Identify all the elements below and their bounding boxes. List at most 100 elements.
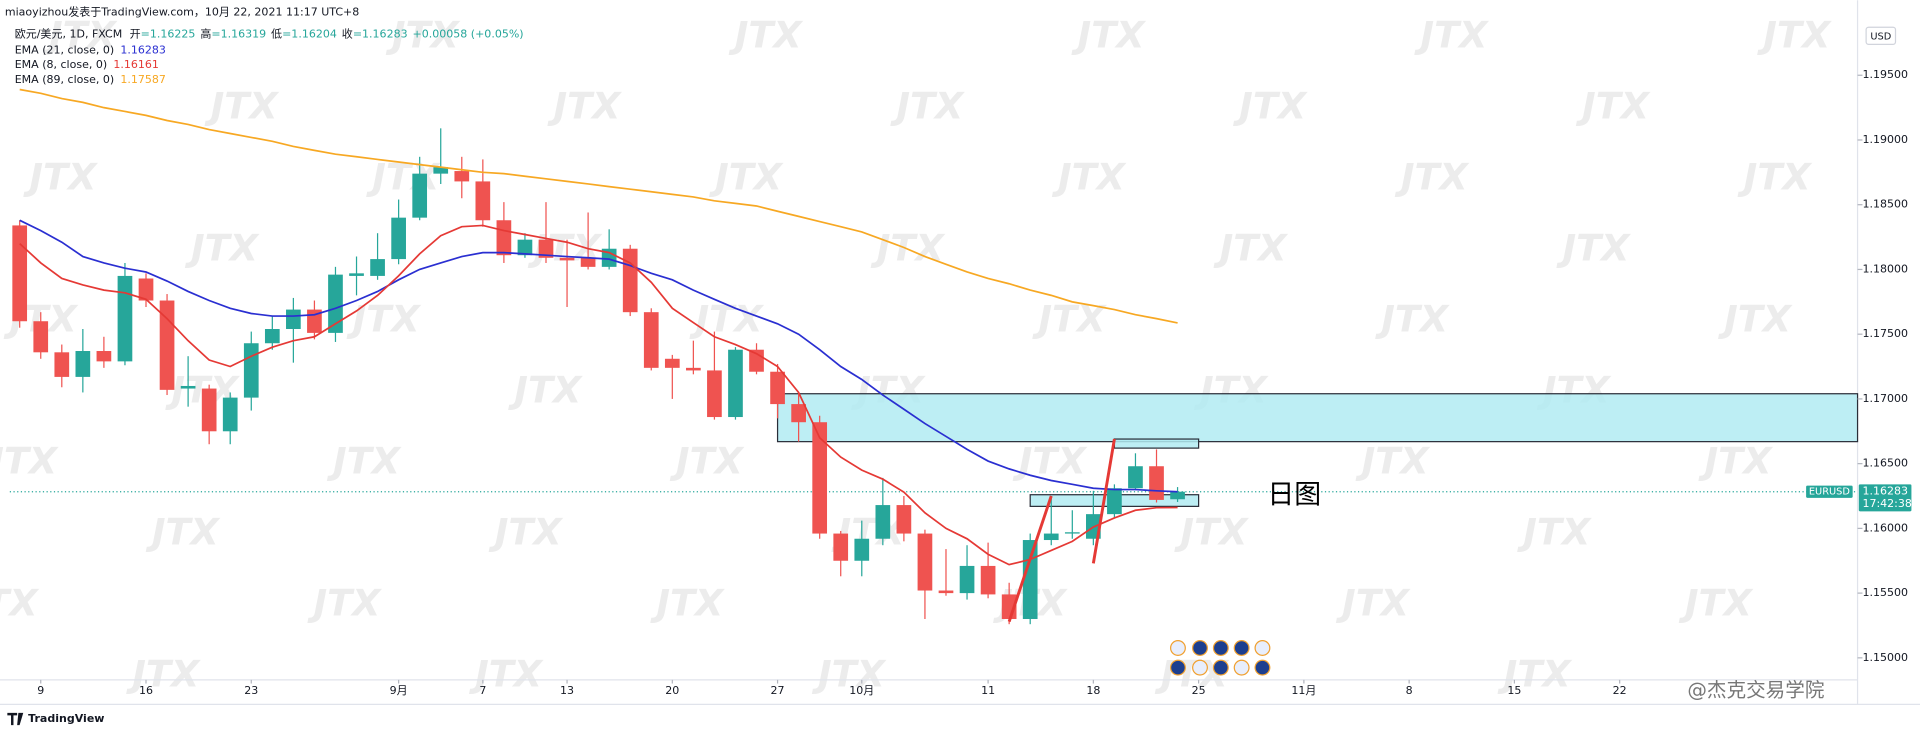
watermark: JTX: [145, 511, 221, 554]
candle-body: [770, 371, 785, 405]
x-tick-label: 16: [139, 684, 153, 697]
price-zone: [776, 393, 1859, 443]
currency-label: USD: [1870, 31, 1891, 42]
legend-entry: EMA (89, close, 0) 1.17587: [15, 73, 166, 86]
x-tick-label: 9: [37, 684, 44, 697]
watermark: JTX: [1031, 298, 1107, 341]
y-tick-label: 1.17000: [1862, 392, 1908, 405]
legend-value: 1.17587: [120, 73, 166, 86]
watermark: JTX: [306, 582, 382, 625]
candle-body: [180, 385, 196, 389]
candle-body: [896, 505, 912, 534]
candle-body: [349, 273, 364, 276]
y-tick-label: 1.15500: [1862, 586, 1908, 599]
watermark: JTX: [42, 14, 118, 57]
candle-body: [622, 248, 638, 313]
watermark: JTX: [708, 156, 784, 199]
watermark: JTX: [1497, 653, 1573, 696]
symbol-header: 欧元/美元, 1D, FXCM 开=1.16225 高=1.16319 低=1.162…: [15, 27, 524, 41]
watermark: JTX: [1012, 440, 1088, 483]
countdown-label: 17:42:38: [1862, 497, 1911, 510]
watermark: JTX: [1575, 85, 1651, 128]
candle-body: [791, 404, 806, 423]
x-tick-label: 11: [981, 684, 995, 697]
watermark: JTX: [1678, 582, 1754, 625]
ticker-label: EURUSD: [1809, 487, 1850, 498]
footer-brand: TradingView: [28, 712, 104, 725]
ohlc-value: =1.16204: [282, 28, 337, 41]
x-tick-label: 7: [479, 684, 486, 697]
watermark: JTX: [546, 85, 622, 128]
ohlc-label: 低: [271, 28, 282, 41]
trend-line: [1091, 438, 1116, 564]
watermark: JTX: [125, 653, 201, 696]
symbol: 欧元/美元, 1D, FXCM: [15, 28, 123, 41]
y-tick-label: 1.18000: [1862, 262, 1908, 275]
x-tick-label: 8: [1406, 684, 1413, 697]
ohlc-value: =1.16225: [141, 28, 196, 41]
candle-body: [538, 239, 554, 258]
candle-body: [664, 358, 680, 368]
price-zone: [1113, 438, 1200, 449]
candle-body: [875, 505, 891, 539]
watermark: JTX: [326, 440, 402, 483]
tv-logo: [7, 712, 24, 726]
x-tick-label: 18: [1086, 684, 1100, 697]
candle-body: [475, 181, 491, 221]
x-tick-label: 13: [560, 684, 574, 697]
ohlc-label: 开: [130, 28, 141, 41]
watermark: JTX: [1374, 298, 1450, 341]
candle-body: [1107, 488, 1122, 515]
candle-body: [707, 370, 722, 418]
x-tick-label: 10月: [849, 684, 874, 697]
candle-body: [222, 397, 238, 432]
candle-body: [243, 343, 259, 398]
candle-body: [938, 590, 954, 594]
watermark: JTX: [1555, 227, 1631, 270]
watermark: JTX: [0, 440, 59, 483]
candle-body: [75, 351, 91, 377]
annotation-text: 日图: [1267, 480, 1321, 511]
candle-body: [1022, 540, 1038, 620]
x-tick-label: 15: [1507, 684, 1521, 697]
candle-body: [117, 275, 133, 362]
ema-line: [19, 224, 1178, 566]
watermark: JTX: [1173, 511, 1249, 554]
watermark: JTX: [1394, 156, 1470, 199]
x-tick-label: 9月: [390, 684, 408, 697]
watermark: JTX: [1213, 227, 1289, 270]
legend-entry: EMA (21, close, 0) 1.16283: [15, 43, 166, 56]
watermark: JTX: [728, 14, 804, 57]
candle-body: [728, 349, 743, 418]
price-tag-label: 1.16283: [1862, 485, 1908, 498]
candle-body: [391, 217, 406, 260]
currency-box: [1865, 26, 1897, 45]
candle-body: [833, 533, 849, 561]
watermark: JTX: [1335, 582, 1411, 625]
watermark: JTX: [1051, 156, 1127, 199]
candle-body: [580, 257, 596, 267]
watermark: JTX: [1717, 298, 1793, 341]
watermark: JTX: [889, 85, 965, 128]
candle-body: [54, 352, 70, 377]
watermark: JTX: [1756, 14, 1832, 57]
watermark: JTX: [385, 14, 461, 57]
candle-body: [496, 220, 512, 256]
ohlc-value: =1.16319: [211, 28, 266, 41]
candle-body: [1149, 466, 1164, 500]
candle-body: [370, 259, 385, 276]
watermark: JTX: [1413, 14, 1489, 57]
y-tick-label: 1.19500: [1862, 68, 1908, 81]
candle-body: [12, 225, 28, 322]
ema-line: [19, 219, 1178, 493]
watermark: JTX: [1737, 156, 1813, 199]
candle-body: [264, 329, 280, 344]
candle-body: [601, 248, 617, 267]
x-tick-label: 11月: [1291, 684, 1316, 697]
candle-body: [33, 321, 49, 353]
x-tick-label: 25: [1192, 684, 1206, 697]
ohlc-label: 高: [200, 27, 211, 41]
watermark: JTX: [507, 369, 583, 412]
candle-body: [1128, 466, 1143, 489]
